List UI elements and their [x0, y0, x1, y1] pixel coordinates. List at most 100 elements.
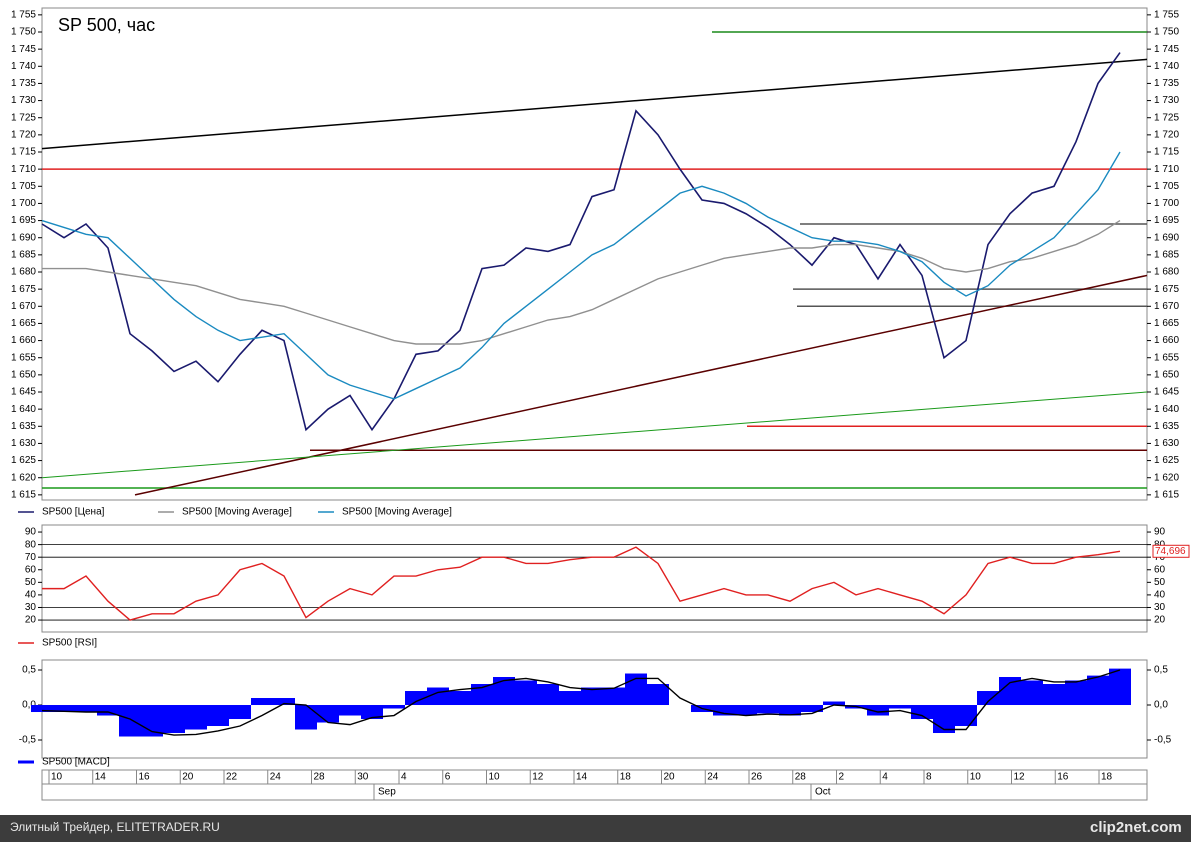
- x-tick-label: 28: [314, 772, 326, 783]
- y-tick-label: 1 680: [11, 267, 36, 278]
- bar: [757, 705, 779, 714]
- x-tick-label: 2: [839, 772, 845, 783]
- bar: [53, 705, 75, 713]
- series-line: [41, 669, 1121, 736]
- series-line: [42, 546, 1121, 621]
- y-tick-label: 1 715: [11, 147, 36, 158]
- bar: [867, 705, 889, 716]
- bar: [251, 698, 273, 706]
- bar: [229, 705, 251, 720]
- bar: [449, 691, 471, 706]
- series-line: [41, 151, 1121, 400]
- y-tick-label: 1 740: [11, 61, 36, 72]
- y-tick-label: 1 615: [11, 489, 36, 500]
- y-tick-label: 1 630: [11, 438, 36, 449]
- y-tick-label: 1 730: [1154, 95, 1179, 106]
- bar: [999, 677, 1021, 706]
- series-line: [41, 52, 1121, 432]
- y-tick-label: 40: [1154, 590, 1166, 601]
- y-tick-label: 1 690: [1154, 232, 1179, 243]
- x-tick-label: 30: [357, 772, 369, 783]
- bar: [1087, 675, 1109, 706]
- x-tick-label: 14: [576, 772, 588, 783]
- bar: [207, 705, 229, 727]
- y-tick-label: 1 675: [1154, 284, 1179, 295]
- bar: [339, 705, 361, 716]
- bar: [911, 705, 933, 720]
- y-tick-label: 1 755: [11, 9, 36, 20]
- bar: [119, 705, 141, 737]
- bar: [1021, 680, 1043, 706]
- trend-line: [41, 391, 1148, 479]
- y-tick-label: 1 660: [1154, 335, 1179, 346]
- date-axis: [41, 769, 1148, 801]
- y-tick-label: 40: [25, 590, 37, 601]
- plot-frame: [41, 7, 1148, 501]
- y-tick-label: 1 655: [11, 352, 36, 363]
- trend-line: [134, 274, 1148, 496]
- y-tick-label: 1 635: [1154, 421, 1179, 432]
- bar: [735, 705, 757, 716]
- plot-frame: [41, 524, 1148, 633]
- x-tick-label: 6: [445, 772, 451, 783]
- bar: [1109, 668, 1131, 706]
- bar: [603, 687, 625, 706]
- y-tick-label: 1 685: [1154, 249, 1179, 260]
- y-tick-label: 1 665: [11, 318, 36, 329]
- y-tick-label: 1 710: [11, 164, 36, 175]
- y-tick-label: -0,5: [19, 735, 37, 746]
- bar: [955, 705, 977, 727]
- y-tick-label: 1 745: [1154, 44, 1179, 55]
- bar: [405, 691, 427, 706]
- x-tick-label: 10: [970, 772, 982, 783]
- y-tick-label: 20: [25, 615, 37, 626]
- last-value-box: [1152, 544, 1190, 558]
- y-tick-label: 1 685: [11, 249, 36, 260]
- y-tick-label: 1 730: [11, 95, 36, 106]
- y-tick-label: 1 620: [11, 472, 36, 483]
- y-tick-label: 1 705: [1154, 181, 1179, 192]
- month-label: Oct: [815, 787, 831, 798]
- y-tick-label: 70: [25, 552, 37, 563]
- bar: [317, 705, 339, 723]
- y-tick-label: 60: [1154, 564, 1166, 575]
- y-tick-label: 1 690: [11, 232, 36, 243]
- x-tick-label: 4: [401, 772, 407, 783]
- bar: [647, 684, 669, 706]
- watermark: clip2net.com: [1090, 819, 1182, 836]
- y-tick-label: 30: [1154, 602, 1166, 613]
- x-tick-label: 20: [664, 772, 676, 783]
- trend-line: [41, 58, 1148, 150]
- chart-title: SP 500, час: [58, 15, 155, 35]
- bar: [823, 701, 845, 706]
- x-tick-label: 4: [882, 772, 888, 783]
- y-tick-label: 1 670: [1154, 301, 1179, 312]
- y-tick-label: 1 640: [1154, 404, 1179, 415]
- series-line: [42, 219, 1121, 345]
- legend-label: SP500 [RSI]: [42, 638, 97, 649]
- y-tick-label: 1 700: [11, 198, 36, 209]
- bar: [75, 705, 97, 713]
- x-tick-label: 14: [95, 772, 107, 783]
- y-tick-label: 20: [1154, 615, 1166, 626]
- bar: [383, 705, 405, 709]
- y-tick-label: -0,5: [1154, 735, 1172, 746]
- month-label: Sep: [378, 787, 396, 798]
- y-tick-label: 1 645: [11, 387, 36, 398]
- x-tick-label: 16: [139, 772, 151, 783]
- y-tick-label: 1 615: [1154, 489, 1179, 500]
- x-tick-label: 24: [270, 772, 282, 783]
- bar: [295, 705, 317, 730]
- y-tick-label: 1 680: [1154, 267, 1179, 278]
- y-tick-label: 1 660: [11, 335, 36, 346]
- legend-label: SP500 [Moving Average]: [182, 507, 292, 518]
- y-tick-label: 1 710: [1154, 164, 1179, 175]
- legend-label: SP500 [MACD]: [42, 757, 110, 768]
- y-tick-label: 1 735: [11, 78, 36, 89]
- bar: [537, 684, 559, 706]
- bar: [163, 705, 185, 734]
- bar: [97, 705, 119, 716]
- y-tick-label: 1 700: [1154, 198, 1179, 209]
- y-tick-label: 1 655: [1154, 352, 1179, 363]
- y-tick-label: 90: [1154, 527, 1166, 538]
